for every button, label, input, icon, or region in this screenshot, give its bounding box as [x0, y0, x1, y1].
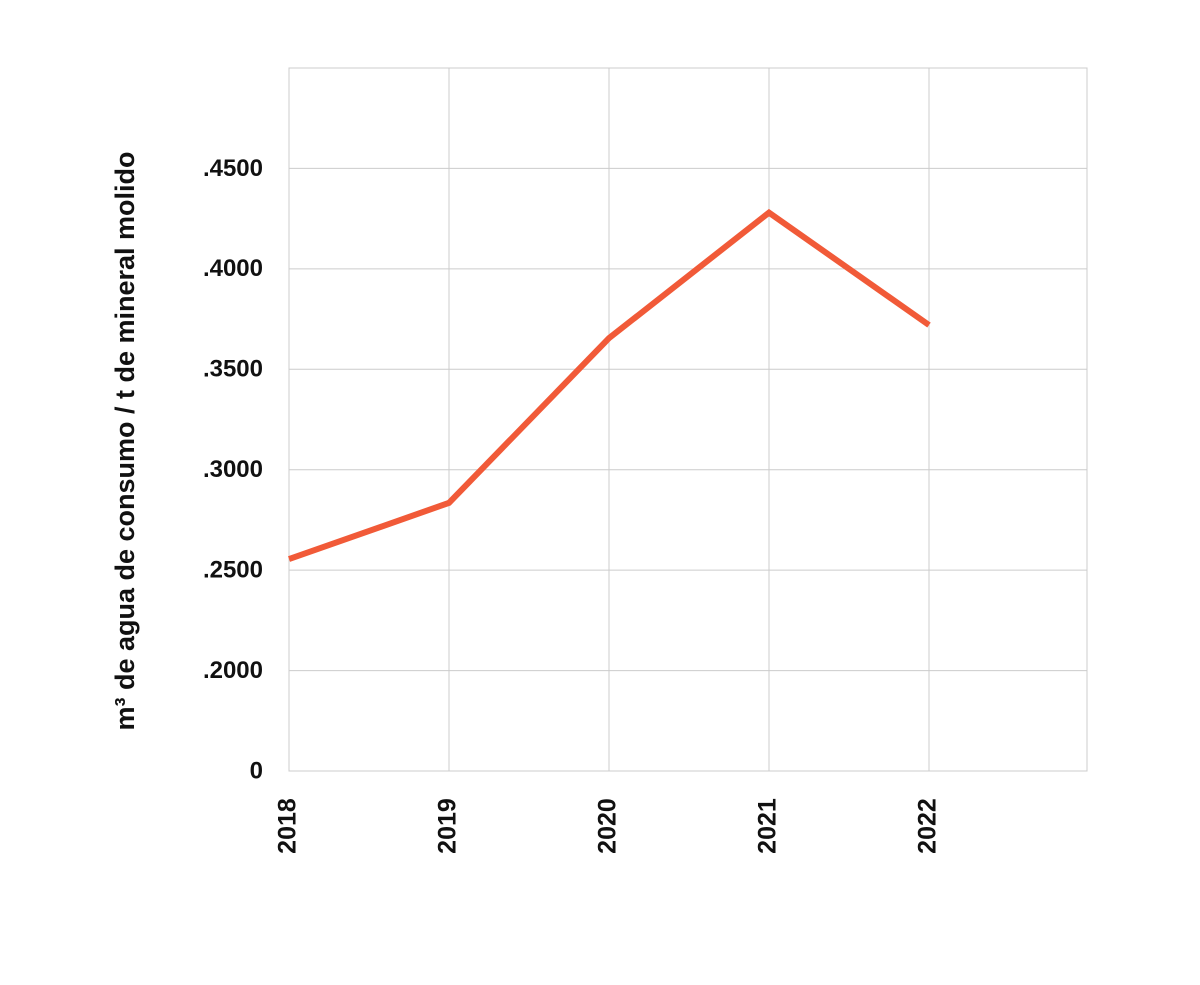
- y-tick-label: .3000: [203, 456, 263, 483]
- x-tick-label: 2018: [274, 798, 302, 854]
- y-tick-label: .4500: [203, 155, 263, 182]
- x-tick-label: 2022: [914, 798, 942, 854]
- y-tick-label: .4000: [203, 255, 263, 282]
- x-tick-label: 2021: [754, 798, 782, 854]
- y-axis-ticks: 0 .2000 .2500 .3000 .3500 .4000 .4500: [203, 155, 263, 785]
- y-tick-label: .2500: [203, 556, 263, 583]
- y-axis-label: m³ de agua de consumo / t de mineral mol…: [110, 151, 140, 730]
- grid: [289, 68, 1087, 771]
- x-axis-ticks: 2018 2019 2020 2021 2022: [274, 798, 942, 854]
- x-tick-label: 2019: [434, 798, 462, 854]
- x-tick-label: 2020: [594, 798, 622, 854]
- y-tick-label: .3500: [203, 356, 263, 383]
- y-tick-label: 0: [250, 757, 263, 784]
- plot-border: [289, 68, 1087, 771]
- y-tick-label: .2000: [203, 657, 263, 684]
